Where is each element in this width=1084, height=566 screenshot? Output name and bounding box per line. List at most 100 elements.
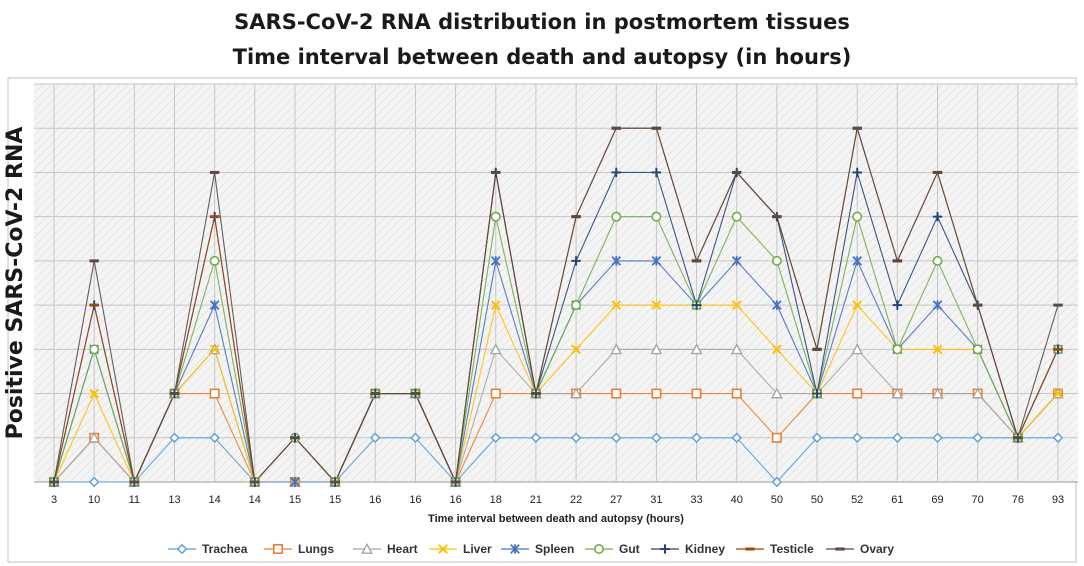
- data-point-heart: [891, 387, 904, 399]
- x-tick-label: 61: [891, 494, 903, 506]
- data-point-spleen: [290, 477, 300, 487]
- data-point-gut: [771, 255, 782, 266]
- data-point-liver: [89, 388, 100, 399]
- x-tick-label: 13: [168, 494, 180, 506]
- legend-item-liver: Liver: [429, 542, 492, 556]
- data-point-heart: [610, 343, 623, 355]
- legend-label-liver: Liver: [463, 542, 492, 556]
- data-point-kidney: [651, 167, 662, 178]
- legend-label-trachea: Trachea: [202, 542, 248, 556]
- x-tick-label: 15: [329, 494, 341, 506]
- legend-item-kidney: Kidney: [651, 542, 725, 556]
- x-tick-label: 31: [650, 494, 662, 506]
- x-tick-label: 50: [811, 494, 823, 506]
- x-tick-label: 3: [51, 494, 57, 506]
- legend-label-kidney: Kidney: [685, 542, 725, 556]
- data-point-kidney: [611, 167, 621, 178]
- data-point-gut: [89, 344, 100, 355]
- data-point-liver: [490, 300, 501, 311]
- data-point-trachea: [570, 432, 582, 443]
- x-tick-label: 10: [88, 494, 100, 506]
- legend-item-testicle: Testicle: [736, 542, 814, 556]
- data-point-trachea: [410, 432, 421, 443]
- legend-item-spleen: Spleen: [501, 542, 574, 556]
- legend-marker-gut: [593, 543, 604, 554]
- legend-label-testicle: Testicle: [770, 542, 814, 556]
- legend-item-lungs: Lungs: [264, 542, 334, 556]
- series-markers: [48, 126, 1064, 488]
- data-point-gut: [571, 300, 582, 311]
- chart-title: SARS-CoV-2 RNA distribution in postmorte…: [234, 10, 850, 34]
- data-point-lungs: [651, 388, 662, 399]
- data-point-heart: [650, 343, 663, 355]
- legend-label-lungs: Lungs: [298, 542, 334, 556]
- legend-label-ovary: Ovary: [860, 542, 894, 556]
- data-point-liver: [611, 300, 622, 311]
- legend-item-ovary: Ovary: [826, 542, 894, 556]
- legend-label-spleen: Spleen: [535, 542, 574, 556]
- legend-item-gut: Gut: [585, 542, 640, 556]
- data-point-heart: [931, 387, 944, 399]
- data-point-lungs: [209, 388, 220, 399]
- legend-label-heart: Heart: [387, 542, 418, 556]
- plot-area: [34, 84, 1078, 482]
- data-point-liver: [1053, 388, 1063, 399]
- series-line-gut: [53, 214, 1059, 484]
- legend-marker-heart: [361, 542, 373, 554]
- x-tick-label: 21: [530, 494, 542, 506]
- data-point-trachea: [852, 432, 863, 443]
- series-line-trachea: [54, 437, 1058, 483]
- legend-marker-kidney: [660, 544, 670, 554]
- x-tick-label: 16: [369, 494, 381, 506]
- data-point-gut: [852, 211, 863, 222]
- legend-marker-lungs: [272, 543, 283, 554]
- data-point-lungs: [852, 388, 863, 399]
- data-point-liver: [571, 344, 581, 355]
- x-tick-label: 76: [1012, 494, 1024, 506]
- legend-item-trachea: Trachea: [168, 542, 248, 556]
- data-point-gut: [972, 344, 983, 355]
- x-tick-label: 40: [731, 494, 743, 506]
- series-line-liver: [53, 303, 1059, 484]
- data-point-gut: [209, 255, 220, 266]
- data-point-trachea: [892, 432, 903, 443]
- data-point-gut: [731, 211, 742, 222]
- series-lines: [53, 127, 1059, 484]
- legend-marker-trachea: [176, 543, 188, 555]
- legend-marker-liver: [438, 544, 448, 554]
- data-point-heart: [730, 343, 743, 355]
- data-point-spleen: [651, 256, 662, 266]
- data-point-trachea: [611, 432, 622, 443]
- x-tick-label: 15: [289, 494, 301, 506]
- data-point-trachea: [370, 432, 381, 443]
- data-point-liver: [731, 300, 742, 311]
- data-point-spleen: [772, 300, 782, 310]
- x-tick-label: 27: [610, 494, 622, 506]
- data-point-kidney: [571, 256, 581, 266]
- data-point-lungs: [731, 388, 742, 399]
- data-point-heart: [971, 387, 984, 399]
- x-tick-label: 33: [690, 494, 702, 506]
- data-point-trachea: [811, 432, 823, 443]
- data-point-lungs: [490, 388, 501, 399]
- data-point-kidney: [852, 167, 862, 178]
- x-tick-label: 16: [449, 494, 461, 506]
- data-point-liver: [651, 300, 662, 311]
- x-tick-label: 14: [249, 494, 261, 506]
- data-point-heart: [851, 343, 864, 355]
- data-point-trachea: [972, 432, 983, 443]
- data-point-liver: [852, 300, 863, 311]
- data-point-lungs: [691, 388, 702, 399]
- data-point-kidney: [812, 388, 822, 399]
- x-tick-label: 16: [409, 494, 421, 506]
- data-point-trachea: [771, 476, 783, 488]
- data-point-gut: [651, 211, 662, 222]
- data-point-heart: [570, 387, 582, 399]
- data-point-trachea: [1052, 432, 1064, 443]
- data-point-liver: [932, 344, 943, 355]
- data-point-lungs: [611, 388, 622, 399]
- data-point-liver: [771, 344, 782, 355]
- legend-label-gut: Gut: [619, 542, 640, 556]
- data-point-lungs: [771, 432, 782, 443]
